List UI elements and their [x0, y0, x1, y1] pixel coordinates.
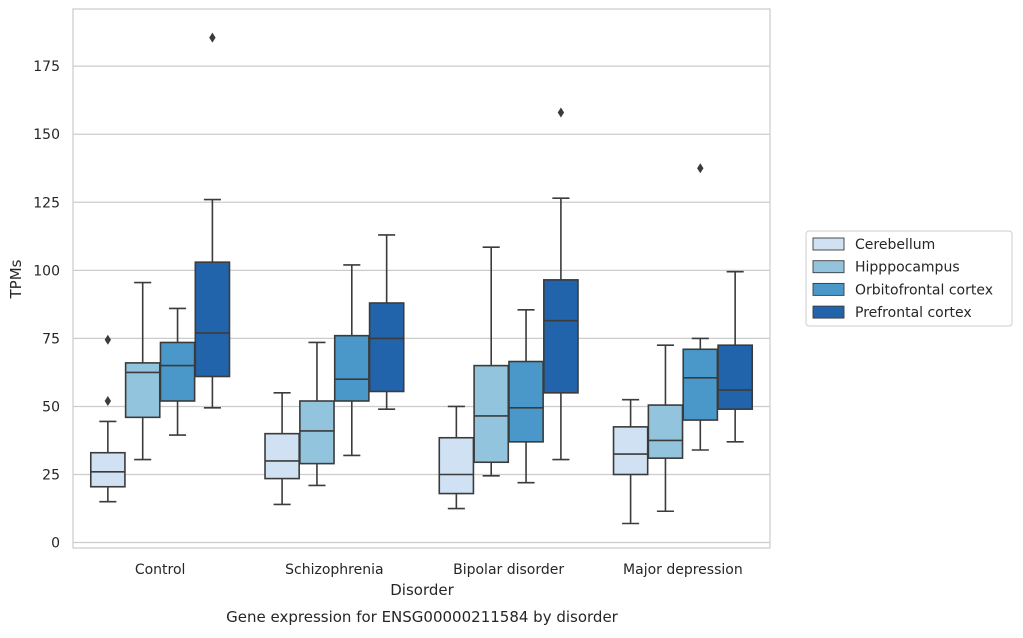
box-plot-area [89, 32, 754, 525]
box [299, 400, 335, 465]
box-group [159, 307, 196, 436]
box [473, 364, 510, 464]
plot-frame [72, 8, 771, 549]
box-group [438, 405, 475, 510]
outlier-point [557, 107, 565, 118]
legend-label: Prefrontal cortex [855, 305, 972, 321]
box [508, 360, 544, 443]
box [89, 451, 126, 488]
box-group [194, 32, 231, 409]
legend: Cerebellum Hipppocampus Orbitofrontal cort… [805, 230, 1013, 327]
box [159, 341, 196, 402]
box-group [508, 309, 544, 484]
legend-label: Cerebellum [855, 237, 935, 253]
legend-swatch [812, 237, 845, 251]
box-group [333, 264, 370, 457]
box [333, 334, 370, 402]
legend-items: Cerebellum Hipppocampus Orbitofrontal cort… [812, 237, 993, 321]
legend-swatch [812, 282, 845, 296]
outlier-point [104, 396, 112, 406]
y-tick-label: 25 [42, 468, 60, 484]
box-group [368, 234, 405, 410]
box-group [124, 281, 161, 461]
box [717, 344, 754, 410]
outlier-point [209, 32, 216, 43]
y-tick-label: 50 [42, 399, 60, 415]
y-tick-label: 125 [33, 195, 60, 211]
y-tick-label: 0 [51, 536, 60, 552]
y-tick-label: 150 [33, 127, 60, 143]
box [194, 261, 231, 378]
box [124, 362, 161, 419]
y-tick-label: 100 [33, 263, 60, 279]
box [612, 426, 649, 476]
box-group [473, 246, 510, 477]
x-tick-label: Bipolar disorder [453, 562, 564, 578]
box-group [647, 344, 684, 513]
box [543, 279, 579, 394]
gridlines [73, 65, 770, 544]
box-group [89, 334, 126, 503]
y-tick-label: 75 [42, 331, 60, 347]
outlier-point [697, 163, 704, 174]
legend-swatch [812, 260, 845, 274]
box-group [299, 341, 335, 487]
y-axis-ticks: 0 25 50 75 100 125 150 175 [33, 59, 60, 551]
x-tick-label: Major depression [623, 562, 743, 578]
legend-label: Orbitofrontal cortex [855, 282, 993, 298]
box-group [717, 270, 754, 443]
y-axis-label: TPMs [7, 259, 25, 299]
box [647, 404, 684, 459]
box-group [682, 163, 719, 451]
box-group [264, 392, 300, 506]
box [264, 432, 300, 480]
y-tick-label: 175 [33, 59, 60, 75]
x-tick-label: Control [135, 562, 186, 578]
box [438, 436, 475, 495]
legend-frame [805, 230, 1013, 327]
box [368, 302, 405, 393]
outlier-point [104, 334, 112, 345]
legend-swatch [812, 305, 845, 319]
box-group [543, 107, 579, 461]
x-axis-label: Disorder [390, 581, 454, 599]
legend-label: Hipppocampus [855, 260, 960, 276]
x-tick-label: Schizophrenia [285, 562, 383, 578]
box-group [612, 398, 649, 525]
box [682, 348, 719, 421]
chart-caption: Gene expression for ENSG00000211584 by d… [226, 608, 619, 626]
x-axis-ticks: Control Schizophrenia Bipolar disorder Majo… [135, 562, 743, 578]
